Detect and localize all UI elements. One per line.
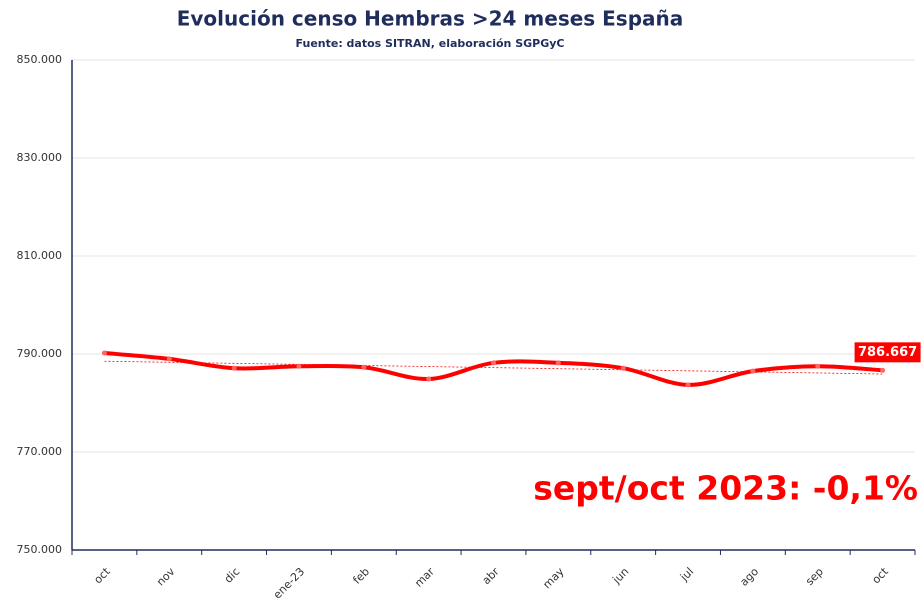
point [166,356,172,362]
point [426,376,432,382]
x-tick-label: mar [412,565,437,590]
x-tick-label: ene-23 [271,565,307,598]
x-tick-label: sep [803,565,826,588]
x-tick-label: oct [870,565,892,587]
point [231,365,237,371]
point [750,368,756,374]
x-tick-label: jun [610,565,632,587]
y-tick-label: 850.000 [17,53,63,66]
annotation: sept/oct 2023: -0,1% [533,469,918,508]
point [815,363,821,369]
point [491,360,496,366]
data-label: 786.667 [858,345,917,360]
point [296,363,302,369]
y-tick-label: 750.000 [17,543,63,556]
x-tick-label: jul [677,565,696,584]
y-tick-label: 810.000 [17,249,63,262]
point [685,382,691,388]
x-tick-label: nov [154,565,178,589]
x-tick-label: abr [480,565,502,587]
x-tick-label: may [540,565,566,591]
point [620,365,626,371]
x-tick-label: oct [91,565,113,587]
data-label-box [854,342,921,363]
x-tick-label: dic [222,565,243,586]
point [101,350,107,356]
point [880,367,886,373]
y-tick-label: 790.000 [17,347,63,360]
y-tick-label: 830.000 [17,151,63,164]
x-tick-label: ago [737,565,761,589]
chart-subtitle: Fuente: datos SITRAN, elaboración SGPGyC [296,37,565,50]
point [361,364,367,370]
y-tick-label: 770.000 [17,445,63,458]
line [104,351,883,387]
chart-title: Evolución censo Hembras >24 meses España [177,7,684,31]
point [555,360,561,366]
x-tick-label: feb [350,565,372,587]
